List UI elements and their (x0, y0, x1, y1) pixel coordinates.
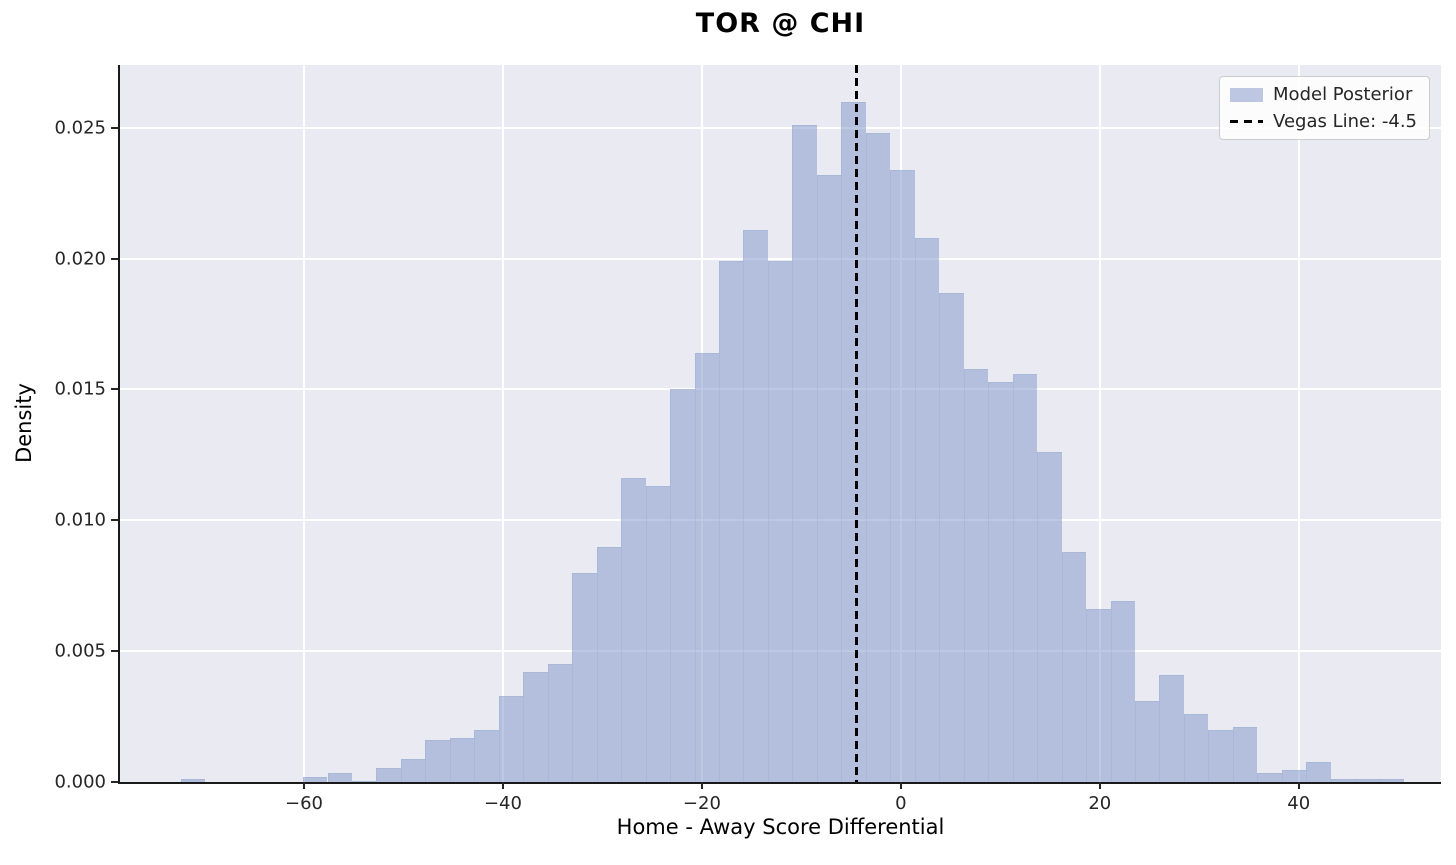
histogram-bar (743, 229, 768, 782)
dashed-line-swatch-icon (1230, 120, 1264, 123)
y-tick-mark (111, 388, 118, 391)
legend: Model Posterior Vegas Line: -4.5 (1219, 76, 1430, 140)
gridline-vertical (1297, 65, 1300, 782)
histogram-bar (498, 695, 524, 782)
x-tick-label: −20 (682, 793, 721, 814)
gridline-vertical (501, 65, 504, 782)
gridline-horizontal (120, 257, 1441, 260)
histogram-bar (1110, 601, 1136, 782)
bottom-spine (118, 782, 1441, 784)
histogram-bar (547, 664, 573, 782)
y-tick-mark (111, 781, 118, 783)
histogram-bar (180, 779, 206, 782)
gridline-vertical (1098, 65, 1101, 782)
histogram-bar (1061, 551, 1087, 782)
x-tick-label: 20 (1088, 793, 1112, 814)
vegas-line (855, 65, 859, 782)
histogram-bar (1355, 778, 1380, 782)
histogram-bar (963, 368, 989, 782)
histogram-bar (1257, 773, 1282, 782)
histogram-bar (988, 381, 1013, 782)
x-tick-mark (1297, 782, 1300, 789)
x-tick-label: −60 (285, 793, 324, 814)
y-tick-label: 0.005 (54, 640, 106, 662)
gridline-horizontal (120, 126, 1441, 129)
histogram-bars-layer (120, 65, 1441, 782)
histogram-bar (1281, 769, 1307, 782)
y-tick-mark (111, 126, 118, 129)
x-tick-label: 40 (1287, 793, 1311, 814)
x-axis-label: Home - Away Score Differential (616, 815, 945, 839)
left-spine (118, 65, 120, 784)
histogram-bar (425, 740, 450, 782)
histogram-bar (1037, 452, 1062, 782)
histogram-bar (890, 169, 915, 782)
x-tick-label: 0 (895, 793, 907, 814)
gridline-vertical (303, 65, 306, 782)
x-tick-mark (899, 782, 902, 789)
histogram-bar (572, 572, 597, 782)
x-tick-mark (303, 782, 306, 789)
y-tick-label: 0.015 (54, 378, 106, 400)
histogram-bar (1183, 713, 1209, 782)
histogram-bar (449, 737, 475, 782)
plot-area: −60 −40 −20 0 20 40 0.000 0.005 0.010 0.015 0.020 0… (54, 65, 1441, 814)
y-tick-mark (111, 519, 118, 522)
histogram-bar (596, 546, 622, 782)
histogram-bar (303, 776, 328, 782)
legend-label: Model Posterior (1273, 84, 1413, 105)
histogram-bar (670, 389, 695, 782)
histogram-bar (351, 780, 377, 782)
histogram-bar (1012, 373, 1038, 782)
histogram-bar (1135, 700, 1160, 782)
y-tick-label: 0.025 (54, 117, 106, 139)
histogram-bar (841, 101, 866, 782)
histogram-bar (816, 174, 842, 782)
y-tick-mark (111, 257, 118, 260)
histogram-bar (645, 486, 671, 782)
histogram-bar (327, 772, 352, 782)
y-tick-mark (111, 650, 118, 653)
histogram-bar (719, 261, 744, 782)
histogram-bar (1208, 729, 1233, 782)
x-tick-mark (700, 782, 703, 789)
legend-item-vegas-line: Vegas Line: -4.5 (1230, 111, 1417, 132)
x-tick-mark (1098, 782, 1101, 789)
x-tick-label: −40 (483, 793, 522, 814)
legend-label: Vegas Line: -4.5 (1273, 111, 1417, 132)
histogram-bar (792, 125, 817, 782)
y-axis-label: Density (12, 383, 36, 463)
histogram-bar (376, 768, 401, 782)
y-tick-label: 0.010 (54, 509, 106, 531)
histogram-bar (1330, 778, 1356, 782)
histogram-bar (474, 729, 499, 782)
legend-item-model-posterior: Model Posterior (1230, 84, 1417, 105)
histogram-bar (767, 261, 793, 782)
histogram-bar (914, 237, 940, 782)
histogram-bar (1086, 609, 1111, 782)
histogram-bar (1159, 674, 1184, 782)
histogram-bar (1232, 727, 1258, 782)
x-tick-mark (501, 782, 504, 789)
histogram-bar (1379, 778, 1405, 782)
chart-title: TOR @ CHI (695, 8, 866, 39)
y-tick-label: 0.000 (54, 771, 106, 793)
histogram-bar (694, 352, 720, 782)
histogram-bar (621, 478, 646, 782)
histogram-bar (865, 133, 891, 782)
histogram-bar (400, 758, 426, 782)
y-tick-label: 0.020 (54, 248, 106, 270)
histogram-bar (939, 292, 964, 782)
histogram-bar (523, 672, 548, 782)
histogram-bar (1306, 762, 1331, 782)
posterior-swatch-icon (1230, 87, 1264, 102)
